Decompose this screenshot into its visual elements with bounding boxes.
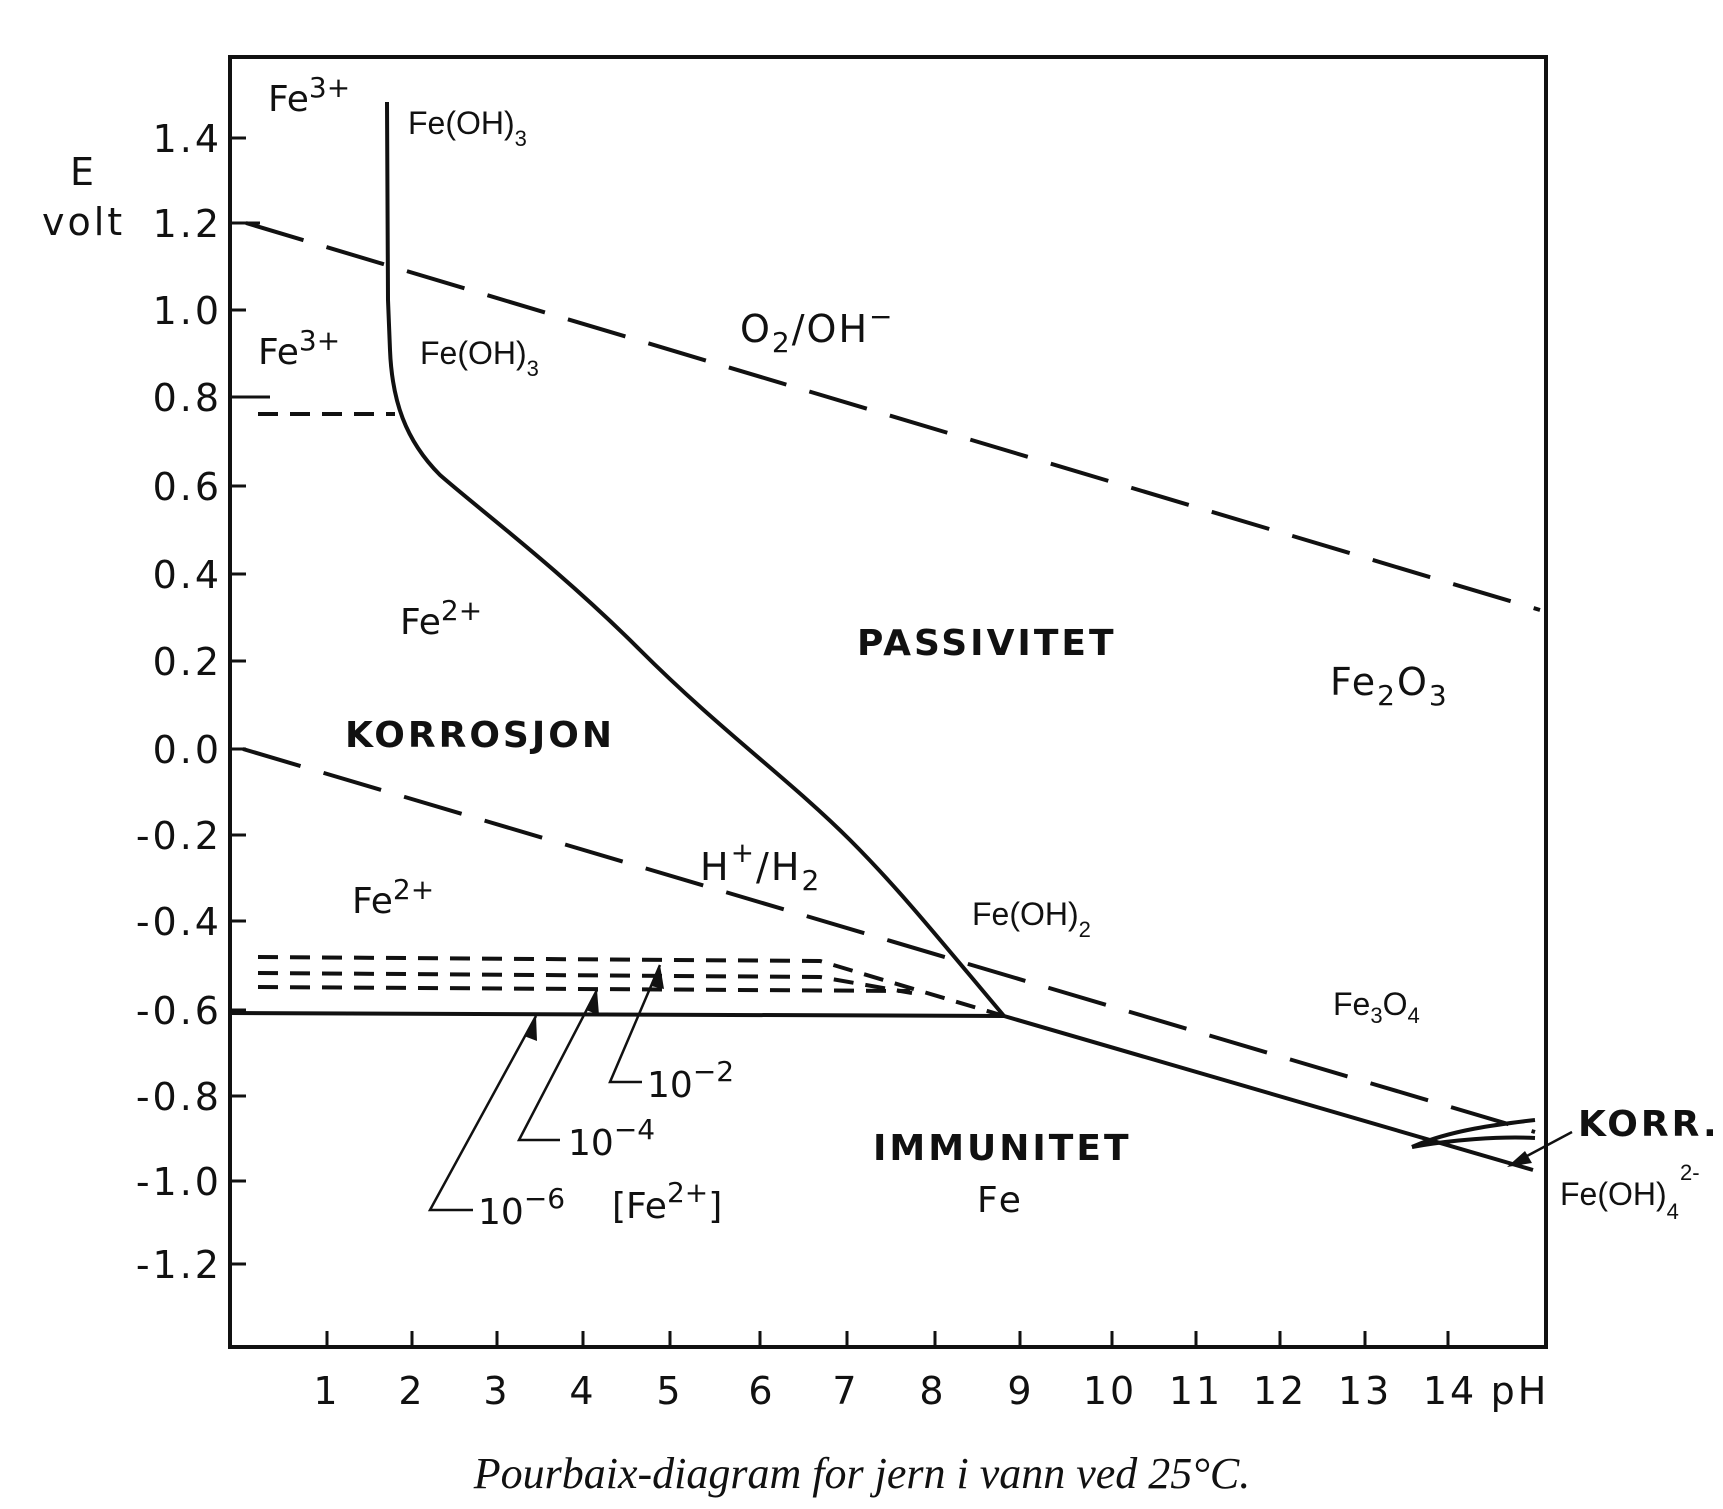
- immunitet-fe-label: Fe: [977, 1180, 1024, 1221]
- x-tick-label: 6: [748, 1369, 775, 1413]
- x-tick-label: 14: [1423, 1369, 1477, 1413]
- y-tick-label: 0.4: [153, 553, 222, 597]
- plot-frame: [228, 55, 1548, 1349]
- fe2-concentration-label: [Fe2+]: [612, 1176, 722, 1227]
- x-axis-labels: 1 2 3 4 5 6 7 8 9 10 11 12 13 14 pH: [313, 1369, 1550, 1413]
- x-tick-label: 11: [1169, 1369, 1223, 1413]
- y-tick-label: -0.6: [136, 989, 222, 1033]
- y-tick-label: -0.4: [136, 900, 222, 944]
- feoh3-mid-label: Fe(OH)3: [420, 335, 539, 381]
- y-tick-label: 1.0: [153, 289, 222, 333]
- x-tick-label: 8: [919, 1369, 946, 1413]
- x-tick-label: 2: [398, 1369, 425, 1413]
- y-tick-label: -0.2: [136, 814, 222, 858]
- conc-line-1e-2: [257, 955, 1005, 1018]
- x-tick-label: 7: [832, 1369, 859, 1413]
- fe-fe2-boundary: [229, 1011, 1005, 1018]
- y-tick-label: -1.0: [136, 1160, 222, 1204]
- x-tick-label: 4: [569, 1369, 596, 1413]
- y-axis-ticks: [230, 136, 270, 1266]
- y-tick-label: 0.6: [153, 465, 222, 509]
- passivitet-label: PASSIVITET: [857, 623, 1117, 664]
- o2-oh-label: O2/OH−: [740, 300, 895, 359]
- korr-arrow-head: [1507, 1151, 1532, 1167]
- y-axis-label-e: E: [70, 150, 94, 194]
- feoh4-label: Fe(OH)42-: [1560, 1160, 1700, 1224]
- x-axis-label: pH: [1491, 1369, 1550, 1413]
- fe3-mid-label: Fe3+: [258, 324, 340, 373]
- fe-fe3o4-boundary: [1003, 1014, 1534, 1172]
- fe2o3-label: Fe2O3: [1330, 660, 1449, 712]
- korrosjon-label: KORROSJON: [345, 715, 615, 756]
- korr-boundary-lower: [1411, 1135, 1536, 1149]
- y-tick-label: -0.8: [136, 1075, 222, 1119]
- x-axis-ticks: [325, 1331, 1450, 1347]
- y-tick-label: 0.0: [153, 728, 222, 772]
- y-axis-labels: 1.4 1.2 1.0 0.8 0.6 0.4 0.2 0.0 -0.2 -0.…: [136, 117, 222, 1287]
- fe3-top-label: Fe3+: [268, 71, 350, 120]
- conc-line-1e-6: [257, 985, 911, 993]
- h-h2-line: [242, 747, 1536, 1134]
- y-tick-label: 1.2: [153, 202, 222, 246]
- conc-label-1e-2: 10−2: [647, 1055, 734, 1106]
- y-tick-label: 1.4: [153, 117, 222, 161]
- korr-boundary-upper: [1411, 1118, 1536, 1149]
- conc-label-1e-6: 10−6: [478, 1182, 565, 1233]
- y-tick-label: -1.2: [136, 1243, 222, 1287]
- conc-label-1e-4: 10−4: [568, 1113, 655, 1164]
- feoh2-label: Fe(OH)2: [972, 896, 1091, 942]
- y-tick-label: 0.8: [153, 376, 222, 420]
- feoh3-top-label: Fe(OH)3: [408, 105, 527, 151]
- conc-arrows: [427, 964, 664, 1212]
- x-tick-label: 3: [483, 1369, 510, 1413]
- x-tick-label: 12: [1253, 1369, 1307, 1413]
- fe2-lower-label: Fe2+: [352, 873, 434, 922]
- x-tick-label: 10: [1083, 1369, 1137, 1413]
- conc-line-1e-4: [257, 971, 913, 995]
- fe3o4-label: Fe3O4: [1333, 986, 1420, 1028]
- caption: Pourbaix-diagram for jern i vann ved 25°…: [473, 1449, 1251, 1498]
- x-tick-label: 9: [1007, 1369, 1034, 1413]
- immunitet-label: IMMUNITET: [873, 1128, 1132, 1169]
- y-axis-label-volt: volt: [42, 200, 125, 244]
- feoh3-boundary: [385, 101, 1006, 1018]
- korr-label: KORR.: [1578, 1104, 1720, 1145]
- y-tick-label: 0.2: [153, 640, 222, 684]
- o2-oh-line: [245, 221, 1541, 612]
- x-tick-label: 13: [1338, 1369, 1392, 1413]
- fe2-upper-label: Fe2+: [400, 594, 482, 643]
- x-tick-label: 1: [313, 1369, 340, 1413]
- h-h2-label: H+/H2: [700, 836, 821, 897]
- x-tick-label: 5: [656, 1369, 683, 1413]
